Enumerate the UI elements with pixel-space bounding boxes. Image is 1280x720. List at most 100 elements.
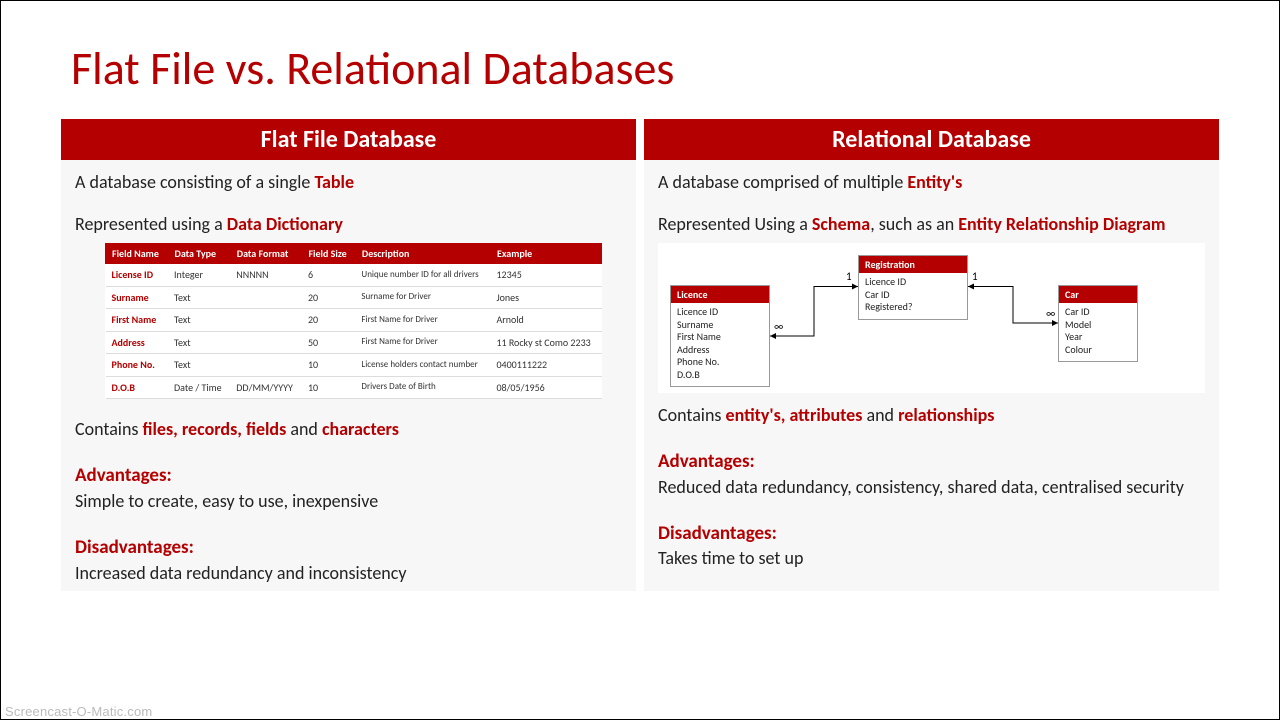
table-cell: NNNNN xyxy=(230,264,302,287)
flat-file-disadvantages-text: Increased data redundancy and inconsiste… xyxy=(75,561,622,585)
er-entity-body: Licence IDCar IDRegistered? xyxy=(859,273,967,319)
flat-file-header: Flat File Database xyxy=(61,119,636,160)
relational-advantages-label: Advantages: xyxy=(658,449,1205,475)
relational-column: Relational Database A database comprised… xyxy=(644,119,1219,591)
table-cell: 08/05/1956 xyxy=(490,376,601,399)
contains-text: Contains xyxy=(658,404,726,426)
table-cell: 20 xyxy=(302,309,355,332)
table-cell: License ID xyxy=(106,264,169,287)
table-cell: Phone No. xyxy=(106,354,169,377)
table-cell: 20 xyxy=(302,286,355,309)
keyword-characters: characters xyxy=(322,418,399,440)
er-entity-field: Registered? xyxy=(865,301,961,314)
table-row: License IDIntegerNNNNN6Unique number ID … xyxy=(106,264,602,287)
table-cell: Text xyxy=(168,331,230,354)
relational-advantages-text: Reduced data redundancy, consistency, sh… xyxy=(658,475,1205,499)
table-cell xyxy=(230,309,302,332)
table-row: Phone No.Text10License holders contact n… xyxy=(106,354,602,377)
er-entity: LicenceLicence IDSurnameFirst NameAddres… xyxy=(670,285,770,388)
definition-text: A database comprised of multiple xyxy=(658,171,907,193)
table-row: SurnameText20Surname for DriverJones xyxy=(106,286,602,309)
relational-contains: Contains entity's, attributes and relati… xyxy=(658,403,1205,427)
flat-file-advantages-label: Advantages: xyxy=(75,463,622,489)
comparison-columns: Flat File Database A database consisting… xyxy=(61,119,1219,591)
er-entity-field: First Name xyxy=(677,331,763,344)
keyword-data-dictionary: Data Dictionary xyxy=(227,213,343,235)
er-entity-header: Registration xyxy=(859,256,967,274)
representation-text: Represented Using a xyxy=(658,213,812,235)
er-cardinality: 1 xyxy=(972,270,978,285)
table-cell: First Name for Driver xyxy=(355,331,490,354)
contains-and: and xyxy=(286,418,322,440)
relational-body: A database comprised of multiple Entity'… xyxy=(644,160,1219,577)
keyword-table: Table xyxy=(314,171,354,193)
table-cell: Jones xyxy=(490,286,601,309)
table-cell xyxy=(230,331,302,354)
table-cell: First Name for Driver xyxy=(355,309,490,332)
keyword-schema: Schema xyxy=(812,213,870,235)
table-cell: Drivers Date of Birth xyxy=(355,376,490,399)
table-cell: 50 xyxy=(302,331,355,354)
representation-text: Represented using a xyxy=(75,213,227,235)
table-row: AddressText 50First Name for Driver11 Roc… xyxy=(106,331,602,354)
keyword-entitys: Entity's xyxy=(907,171,962,193)
flat-file-contains: Contains files, records, fields and char… xyxy=(75,417,622,441)
table-cell: 0400111222 xyxy=(490,354,601,377)
flat-file-representation: Represented using a Data Dictionary xyxy=(75,212,622,236)
representation-mid: , such as an xyxy=(870,213,958,235)
table-row: First NameText 20First Name for DriverArn… xyxy=(106,309,602,332)
er-entity: RegistrationLicence IDCar IDRegistered? xyxy=(858,255,968,320)
table-header: Data Format xyxy=(230,243,302,264)
watermark: Screencast-O-Matic.com xyxy=(1,704,156,719)
er-entity-field: Colour xyxy=(1065,344,1131,357)
er-cardinality: ∞ xyxy=(774,320,783,335)
table-header: Example xyxy=(490,243,601,264)
table-cell: 11 Rocky st Como 2233 xyxy=(490,331,601,354)
page-title: Flat File vs. Relational Databases xyxy=(71,41,1219,97)
table-header: Description xyxy=(355,243,490,264)
er-entity-field: Licence ID xyxy=(865,276,961,289)
flat-file-body: A database consisting of a single Table … xyxy=(61,160,636,591)
er-entity-field: Car ID xyxy=(1065,306,1131,319)
er-entity-body: Licence IDSurnameFirst NameAddressPhone … xyxy=(671,303,769,386)
er-diagram: LicenceLicence IDSurnameFirst NameAddres… xyxy=(658,243,1205,393)
keyword-erd: Entity Relationship Diagram xyxy=(958,213,1165,235)
contains-text: Contains xyxy=(75,418,143,440)
flat-file-disadvantages-label: Disadvantages: xyxy=(75,535,622,561)
table-cell: Unique number ID for all drivers xyxy=(355,264,490,287)
table-row: D.O.BDate / TimeDD/MM/YYYY10Drivers Date… xyxy=(106,376,602,399)
flat-file-column: Flat File Database A database consisting… xyxy=(61,119,636,591)
er-entity-field: D.O.B xyxy=(677,369,763,382)
er-entity-field: Year xyxy=(1065,331,1131,344)
table-cell: Text xyxy=(168,286,230,309)
table-header: Field Name xyxy=(106,243,169,264)
table-header: Data Type xyxy=(168,243,230,264)
data-dictionary-table: Field NameData TypeData FormatField Size… xyxy=(105,243,602,400)
er-cardinality: 1 xyxy=(846,270,852,285)
table-cell: Address xyxy=(106,331,169,354)
contains-and: and xyxy=(862,404,898,426)
keyword-files-records-fields: files, records, fields xyxy=(143,418,287,440)
er-entity-body: Car IDModelYearColour xyxy=(1059,303,1137,361)
table-cell: 12345 xyxy=(490,264,601,287)
relational-disadvantages-text: Takes time to set up xyxy=(658,546,1205,570)
relational-header: Relational Database xyxy=(644,119,1219,160)
table-cell xyxy=(230,286,302,309)
table-cell: Integer xyxy=(168,264,230,287)
table-cell: 10 xyxy=(302,376,355,399)
keyword-entitys-attributes: entity's, attributes xyxy=(726,404,863,426)
er-entity: CarCar IDModelYearColour xyxy=(1058,285,1138,363)
relational-disadvantages-label: Disadvantages: xyxy=(658,521,1205,547)
table-cell: Arnold xyxy=(490,309,601,332)
definition-text: A database consisting of a single xyxy=(75,171,314,193)
table-cell: Surname xyxy=(106,286,169,309)
table-cell xyxy=(230,354,302,377)
er-cardinality: ∞ xyxy=(1046,307,1055,322)
table-cell: Text xyxy=(168,309,230,332)
table-cell: First Name xyxy=(106,309,169,332)
table-header: Field Size xyxy=(302,243,355,264)
table-cell: 6 xyxy=(302,264,355,287)
er-entity-header: Licence xyxy=(671,286,769,304)
er-entity-header: Car xyxy=(1059,286,1137,304)
er-entity-field: Phone No. xyxy=(677,356,763,369)
